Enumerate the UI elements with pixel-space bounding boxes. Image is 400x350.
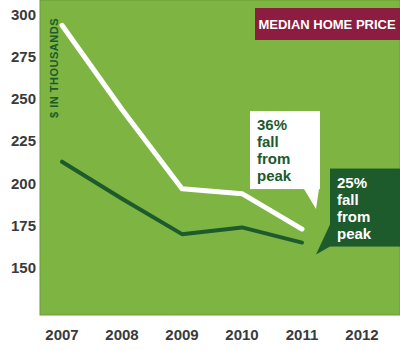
annotation-text: 36%fallfrompeak bbox=[257, 116, 292, 184]
plot-area bbox=[40, 0, 400, 315]
annotation-box bbox=[250, 111, 320, 189]
y-tick-label: 250 bbox=[11, 90, 36, 107]
annotation-line: 36% bbox=[257, 116, 287, 133]
chart-container: 150 175 200 225 250 275 300 2007 2008 2009 2010 201… bbox=[0, 0, 400, 350]
lines bbox=[62, 25, 302, 242]
annotation-pointer bbox=[316, 225, 330, 255]
annotation: 36%fallfrompeak bbox=[250, 111, 320, 209]
annotation-text: 25%fallfrompeak bbox=[337, 174, 372, 242]
annotation: 25%fallfrompeak bbox=[316, 169, 400, 255]
x-tick-label: 2012 bbox=[345, 326, 378, 343]
x-tick-label: 2008 bbox=[105, 326, 138, 343]
chart-svg: 150 175 200 225 250 275 300 2007 2008 2009 2010 201… bbox=[0, 0, 400, 350]
y-tick-label: 300 bbox=[11, 6, 36, 23]
annotation-line: fall bbox=[257, 133, 279, 150]
annotation-line: peak bbox=[257, 167, 292, 184]
series-line bbox=[62, 25, 302, 229]
annotation-box bbox=[330, 169, 400, 247]
title-box: MEDIAN HOME PRICE bbox=[255, 8, 400, 40]
x-tick-label: 2009 bbox=[165, 326, 198, 343]
x-tick-label: 2011 bbox=[286, 326, 319, 343]
y-tick-label: 275 bbox=[11, 48, 36, 65]
x-tick-label: 2007 bbox=[45, 326, 78, 343]
annotation-line: from bbox=[257, 150, 290, 167]
annotation-line: from bbox=[337, 208, 370, 225]
annotation-pointer bbox=[304, 189, 319, 209]
y-axis-label: $ IN THOUSANDS bbox=[48, 18, 60, 118]
y-tick-label: 175 bbox=[11, 217, 36, 234]
annotation-line: fall bbox=[337, 191, 359, 208]
annotation-line: peak bbox=[337, 225, 372, 242]
chart-title: MEDIAN HOME PRICE bbox=[258, 17, 396, 32]
series-line bbox=[62, 162, 302, 243]
annotation-line: 25% bbox=[337, 174, 367, 191]
x-tick-label: 2010 bbox=[225, 326, 258, 343]
y-tick-label: 150 bbox=[11, 259, 36, 276]
title-background bbox=[255, 8, 400, 40]
y-tick-label: 225 bbox=[11, 132, 36, 149]
y-tick-label: 200 bbox=[11, 175, 36, 192]
